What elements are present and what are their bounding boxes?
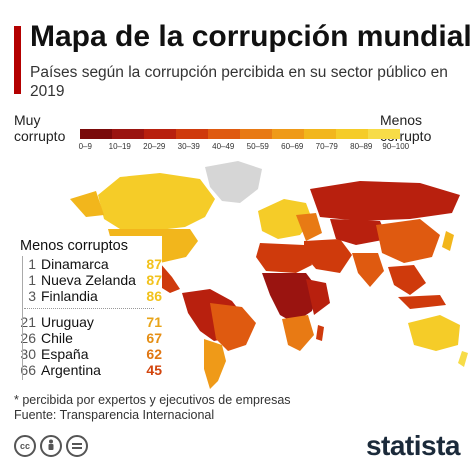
color-scale (80, 129, 400, 139)
central-asia-region (330, 219, 388, 245)
ranking-score: 45 (146, 362, 162, 378)
footnote-method: * percibida por expertos y ejecutivos de… (14, 393, 291, 407)
scale-tick-label: 60–69 (281, 142, 304, 151)
title-accent-bar (14, 26, 21, 94)
north-africa-region (256, 243, 312, 273)
ranking-score: 71 (146, 314, 162, 330)
scale-swatch (336, 129, 368, 139)
scale-swatch (272, 129, 304, 139)
ranking-country: Uruguay (41, 314, 94, 330)
panel-heading: Menos corruptos (20, 238, 128, 254)
scale-tick-label: 10–19 (108, 142, 131, 151)
ranking-score: 87 (146, 272, 162, 288)
page-title: Mapa de la corrupción mundial (30, 20, 472, 53)
attribution-icon[interactable] (40, 435, 62, 457)
ranking-separator (24, 308, 154, 310)
europe-region (258, 199, 312, 239)
ranking-row: 1 Nueva Zelanda 87 (14, 272, 162, 288)
ranking-country: Argentina (41, 362, 101, 378)
japan-region (442, 231, 454, 251)
top-rankings-list: 1 Dinamarca 87 1 Nueva Zelanda 87 3 Finlandia 86 (14, 256, 162, 304)
ranking-row: 66 Argentina 45 (14, 362, 162, 378)
greenland-region (205, 161, 262, 203)
color-scale-ticks: 0–9 10–19 20–29 30–39 40–49 50–59 60–69 70–79 80… (68, 142, 413, 151)
scale-tick-label: 20–29 (143, 142, 166, 151)
scale-swatch (304, 129, 336, 139)
canada-region (98, 173, 215, 231)
scale-swatch (80, 129, 112, 139)
ranking-country: Chile (41, 330, 73, 346)
scale-swatch (208, 129, 240, 139)
ranking-position: 1 (28, 272, 36, 288)
scale-tick-label: 40–49 (212, 142, 235, 151)
license-icons: cc (14, 435, 88, 457)
ranking-position: 26 (20, 330, 36, 346)
southern-africa-region (282, 315, 314, 351)
middle-east-region (304, 239, 352, 273)
ranking-row: 30 España 62 (14, 346, 162, 362)
scale-tick-label: 30–39 (177, 142, 200, 151)
ranking-row: 26 Chile 67 (14, 330, 162, 346)
page-subtitle: Países según la corrupción percibida en … (30, 64, 448, 100)
scale-tick-label: 0–9 (78, 142, 92, 151)
scale-tick-label: 70–79 (315, 142, 338, 151)
ranking-position: 30 (20, 346, 36, 362)
ranking-country: Dinamarca (41, 256, 109, 272)
central-africa-region (262, 273, 318, 323)
ranking-score: 87 (146, 256, 162, 272)
ranking-position: 66 (20, 362, 36, 378)
ranking-score: 86 (146, 288, 162, 304)
india-region (352, 253, 384, 287)
scale-swatch (368, 129, 400, 139)
ranking-row: 21 Uruguay 71 (14, 314, 162, 330)
ranking-position: 1 (28, 256, 36, 272)
scale-tick-label: 90–100 (382, 142, 410, 151)
southern-cone-region (204, 339, 226, 389)
ranking-position: 21 (20, 314, 36, 330)
china-region (376, 219, 440, 263)
noderivs-icon[interactable] (66, 435, 88, 457)
ranking-country: Nueva Zelanda (41, 272, 136, 288)
russia-region (310, 181, 460, 221)
scale-tick-label: 50–59 (246, 142, 269, 151)
scale-swatch (112, 129, 144, 139)
scale-tick-label: 80–89 (350, 142, 373, 151)
legend-right-label: Menos corrupto (380, 112, 432, 144)
ranking-country: Finlandia (41, 288, 98, 304)
east-africa-region (306, 279, 330, 315)
ranking-score: 62 (146, 346, 162, 362)
scale-swatch (144, 129, 176, 139)
ranking-row: 3 Finlandia 86 (14, 288, 162, 304)
ranking-position: 3 (28, 288, 36, 304)
legend-left-label: Muy corrupto (14, 112, 66, 144)
scale-swatch (240, 129, 272, 139)
cc-icon[interactable]: cc (14, 435, 36, 457)
alaska-region (70, 191, 104, 217)
scale-swatch (176, 129, 208, 139)
southeast-asia-region (388, 265, 426, 295)
indonesia-region (398, 295, 446, 309)
footnote-source: Fuente: Transparencia Internacional (14, 408, 215, 422)
least-corrupt-panel: Menos corruptos 1 Dinamarca 87 1 Nueva Zelan… (14, 236, 162, 384)
brazil-region (210, 303, 256, 351)
panel-divider-line (22, 256, 23, 380)
other-rankings-list: 21 Uruguay 71 26 Chile 67 30 España 62 66 Argentin… (14, 314, 162, 378)
australia-region (408, 315, 460, 351)
eastern-europe-region (296, 213, 322, 241)
madagascar-region (316, 325, 324, 341)
new-zealand-region (458, 351, 468, 367)
footnote: * percibida por expertos y ejecutivos de… (14, 393, 291, 423)
ranking-country: España (41, 346, 89, 362)
statista-logo[interactable]: statista (365, 430, 461, 461)
ranking-score: 67 (146, 330, 162, 346)
ranking-row: 1 Dinamarca 87 (14, 256, 162, 272)
